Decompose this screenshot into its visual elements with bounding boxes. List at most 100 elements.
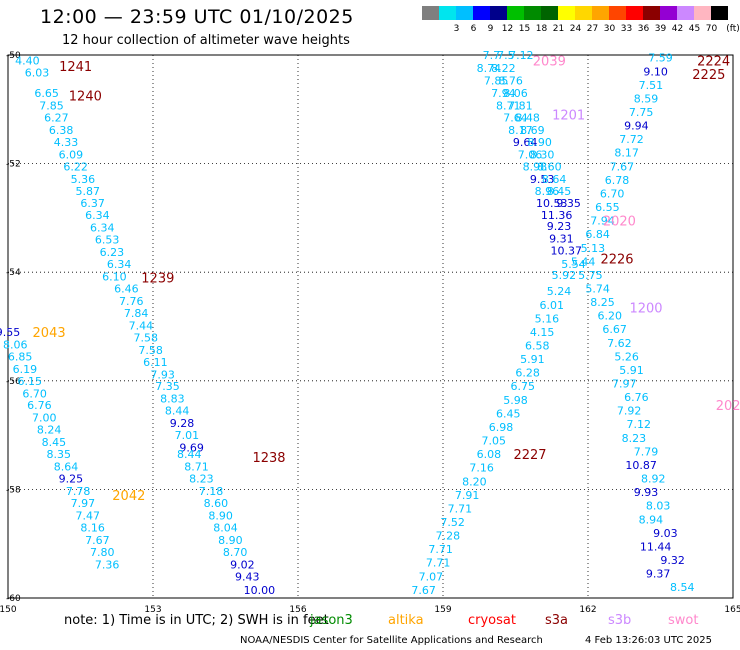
- y-tick-label: -58: [6, 485, 21, 495]
- wave-height-label: 8.17: [614, 147, 639, 160]
- wave-height-label: 7.67: [411, 584, 436, 597]
- wave-height-label: 8.71: [184, 461, 209, 474]
- pass-time-label: 2043: [33, 326, 66, 341]
- legend-tick-label: 18: [535, 24, 548, 34]
- wave-height-label: 9.03: [653, 527, 678, 540]
- wave-height-label: 8.92: [641, 473, 666, 486]
- legend-swatch: [558, 6, 575, 20]
- wave-height-label: 10.87: [625, 459, 657, 472]
- satellite-legend-item: swot: [668, 613, 699, 628]
- x-tick-label: 156: [289, 605, 306, 615]
- wave-height-label: 8.23: [189, 473, 214, 486]
- wave-height-label: 5.36: [71, 173, 96, 186]
- legend-swatch: [711, 6, 728, 20]
- wave-height-label: 9.31: [549, 233, 574, 246]
- legend-tick-label: 70: [705, 24, 718, 34]
- wave-height-label: 8.35: [47, 448, 72, 461]
- legend-tick-label: 24: [569, 24, 582, 34]
- pass-time-label: 2042: [112, 489, 145, 504]
- footer-note: note: 1) Time is in UTC; 2) SWH is in fe…: [64, 613, 329, 628]
- wave-height-label: 7.5: [497, 49, 515, 62]
- wave-height-label: 7.12: [627, 418, 652, 431]
- wave-height-label: 7.78: [66, 485, 91, 498]
- legend-unit-label: (ft): [726, 24, 740, 34]
- wave-height-label: 6.37: [80, 197, 105, 210]
- wave-height-label: 7.71: [426, 557, 451, 570]
- wave-height-label: 6.34: [107, 258, 132, 271]
- pass-time-label: 1239: [141, 272, 174, 287]
- legend-swatch: [507, 6, 524, 20]
- satellite-legend-item: s3b: [608, 613, 632, 628]
- wave-height-label: 7.44: [129, 319, 154, 332]
- wave-height-label: 6.70: [22, 387, 47, 400]
- wave-height-label: 4.33: [54, 136, 79, 149]
- legend-swatch: [575, 6, 592, 20]
- pass-time-label: 1241: [59, 60, 92, 75]
- wave-height-label: 4.40: [15, 54, 40, 67]
- wave-height-label: 8.69: [520, 124, 545, 137]
- wave-height-label: 8.45: [42, 436, 67, 449]
- legend-swatch: [541, 6, 558, 20]
- wave-height-label: 7.1: [509, 49, 527, 62]
- wave-height-label: 8.04: [213, 521, 238, 534]
- wave-height-label: 7.67: [85, 534, 110, 547]
- wave-height-label: 5.16: [535, 312, 560, 325]
- wave-height-label: 7.16: [469, 462, 494, 475]
- x-tick-label: 159: [434, 605, 451, 615]
- wave-height-label: 7.35: [155, 380, 180, 393]
- wave-height-label: 9.64: [513, 136, 538, 149]
- pass-time-label: 2227: [513, 448, 546, 463]
- wave-height-label: 7.97: [71, 497, 96, 510]
- legend-swatch: [422, 6, 439, 20]
- legend-swatch: [439, 6, 456, 20]
- wave-height-label: 6.15: [18, 375, 43, 388]
- wave-height-label: 6.27: [44, 111, 69, 124]
- wave-height-label: 7.94: [590, 215, 615, 228]
- wave-height-label: 9.37: [646, 568, 671, 581]
- x-tick-label: 165: [724, 605, 740, 615]
- wave-height-label: 6.46: [114, 282, 139, 295]
- pass-time-label: 1240: [69, 90, 102, 105]
- wave-height-label: 7.93: [150, 368, 175, 381]
- wave-height-label: 9.53: [530, 173, 555, 186]
- wave-height-label: 7.05: [482, 435, 507, 448]
- wave-height-label: 7.85: [484, 75, 509, 88]
- wave-height-label: 7.84: [124, 307, 149, 320]
- wave-height-label: 5.91: [520, 353, 545, 366]
- wave-height-label: 6.53: [95, 234, 120, 247]
- wave-height-label: 6.28: [515, 367, 540, 380]
- wave-height-label: 6.23: [100, 246, 125, 259]
- wave-height-label: 8.16: [80, 521, 105, 534]
- wave-height-label: 9.35: [556, 197, 581, 210]
- wave-height-label: 5.87: [76, 185, 101, 198]
- wave-height-label: 7.00: [32, 412, 57, 425]
- pass-time-label: 2020: [603, 215, 636, 230]
- wave-height-label: 7.97: [612, 378, 637, 391]
- legend-tick-label: 39: [654, 24, 667, 34]
- wave-height-label: 5.26: [614, 350, 639, 363]
- wave-height-label: 6.03: [25, 66, 50, 79]
- wave-height-label: 5.13: [581, 242, 606, 255]
- legend-swatch: [473, 6, 490, 20]
- legend-swatch: [677, 6, 694, 20]
- wave-height-label: 11.36: [541, 209, 573, 222]
- wave-height-label: 8.71: [496, 99, 521, 112]
- wave-height-label: 7.64: [503, 111, 528, 124]
- wave-height-label: 8.90: [218, 534, 243, 547]
- wave-height-label: 7.67: [610, 160, 635, 173]
- legend-tick-label: 27: [586, 24, 599, 34]
- wave-height-label: 8.30: [530, 148, 555, 161]
- wave-height-label: 8.90: [527, 136, 552, 149]
- wave-height-label: 6.11: [143, 356, 168, 369]
- wave-height-label: 9.94: [624, 120, 649, 133]
- wave-height-label: 8.17: [508, 124, 533, 137]
- wave-height-label: 8.45: [547, 185, 572, 198]
- wave-height-label: 8.06: [3, 338, 28, 351]
- wave-height-label: 5.54: [561, 258, 586, 271]
- wave-height-label: 6.70: [600, 187, 625, 200]
- wave-height-label: 8.90: [208, 509, 233, 522]
- wave-height-label: 9.32: [660, 554, 685, 567]
- wave-height-label: 8.23: [622, 432, 647, 445]
